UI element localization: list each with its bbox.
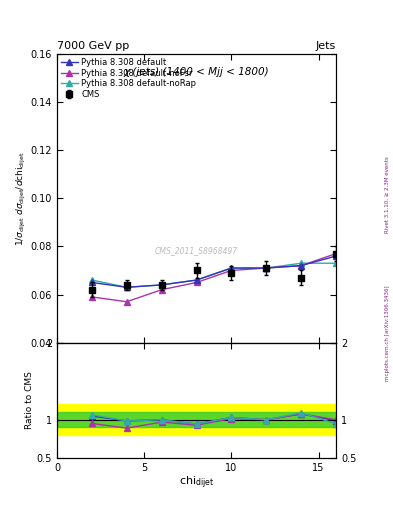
Pythia 8.308 default (299, 263, 303, 269)
Pythia 8.308 default-noFsr (90, 294, 94, 300)
Legend: Pythia 8.308 default, Pythia 8.308 default-noFsr, Pythia 8.308 default-noRap, CM: Pythia 8.308 default, Pythia 8.308 defau… (59, 56, 198, 100)
Text: χ (jets) (1400 < Mjj < 1800): χ (jets) (1400 < Mjj < 1800) (124, 67, 269, 77)
Pythia 8.308 default-noRap (264, 265, 269, 271)
Pythia 8.308 default (194, 277, 199, 283)
Pythia 8.308 default (159, 282, 164, 288)
Bar (57, 412, 336, 428)
Pythia 8.308 default-noRap (124, 284, 129, 290)
Pythia 8.308 default-noRap (229, 265, 234, 271)
Line: Pythia 8.308 default: Pythia 8.308 default (89, 253, 339, 290)
Text: Rivet 3.1.10, ≥ 2.3M events: Rivet 3.1.10, ≥ 2.3M events (385, 156, 389, 233)
Pythia 8.308 default-noFsr (229, 267, 234, 273)
Text: CMS_2011_S8968497: CMS_2011_S8968497 (155, 246, 238, 255)
Pythia 8.308 default-noRap (194, 277, 199, 283)
Line: Pythia 8.308 default-noRap: Pythia 8.308 default-noRap (89, 261, 339, 290)
Pythia 8.308 default-noFsr (159, 287, 164, 293)
Pythia 8.308 default-noRap (299, 260, 303, 266)
Pythia 8.308 default-noRap (334, 260, 338, 266)
X-axis label: chi$_{\mathregular{dijet}}$: chi$_{\mathregular{dijet}}$ (179, 475, 214, 491)
Y-axis label: Ratio to CMS: Ratio to CMS (25, 372, 34, 430)
Pythia 8.308 default-noRap (90, 277, 94, 283)
Bar (57, 404, 336, 435)
Pythia 8.308 default-noFsr (194, 280, 199, 286)
Pythia 8.308 default (90, 280, 94, 286)
Pythia 8.308 default (264, 265, 269, 271)
Pythia 8.308 default-noRap (159, 282, 164, 288)
Line: Pythia 8.308 default-noFsr: Pythia 8.308 default-noFsr (89, 251, 339, 305)
Text: 7000 GeV pp: 7000 GeV pp (57, 41, 129, 51)
Text: mcplots.cern.ch [arXiv:1306.3436]: mcplots.cern.ch [arXiv:1306.3436] (385, 285, 389, 380)
Pythia 8.308 default-noFsr (264, 265, 269, 271)
Pythia 8.308 default (124, 284, 129, 290)
Y-axis label: $1/\sigma_{\rm dijet}\ d\sigma_{\rm dijet}/d{\rm chi}_{\rm dijet}$: $1/\sigma_{\rm dijet}\ d\sigma_{\rm dije… (15, 151, 28, 246)
Pythia 8.308 default-noFsr (334, 250, 338, 257)
Pythia 8.308 default (334, 253, 338, 259)
Text: Jets: Jets (316, 41, 336, 51)
Pythia 8.308 default-noFsr (299, 263, 303, 269)
Pythia 8.308 default (229, 265, 234, 271)
Pythia 8.308 default-noFsr (124, 298, 129, 305)
